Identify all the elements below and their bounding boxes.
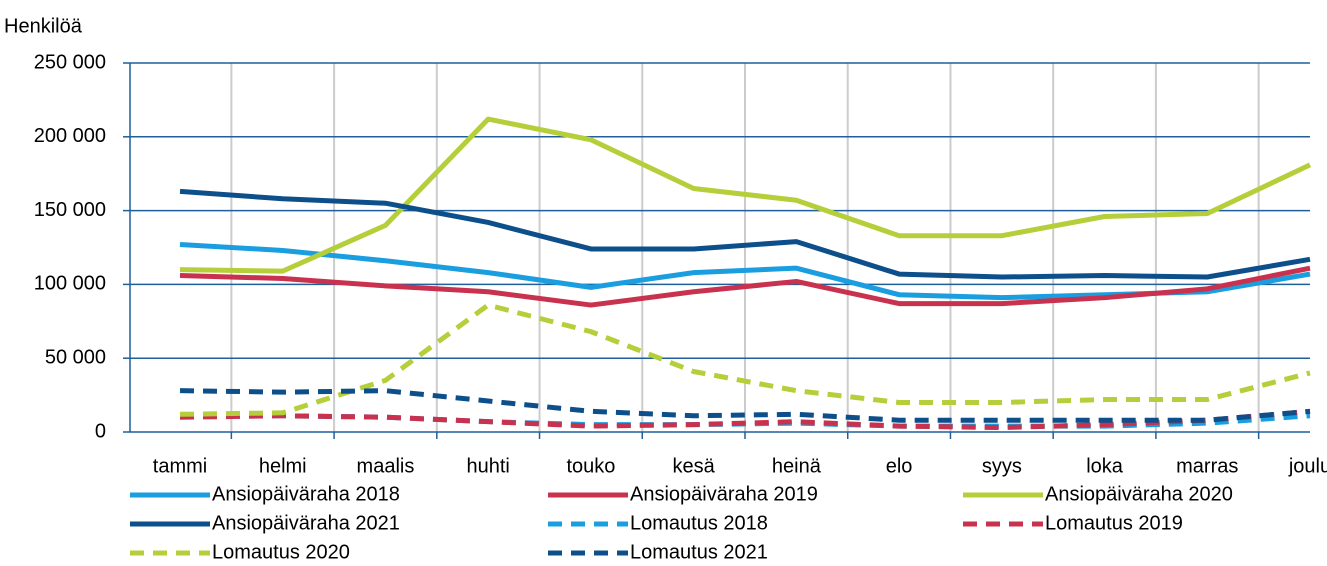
y-tick-label: 250 000 (34, 51, 106, 73)
y-tick-label: 0 (95, 420, 106, 442)
x-tick-label: tammi (153, 455, 207, 477)
series-line (179, 188, 1311, 280)
series-line (179, 116, 1312, 274)
x-tick-label: joulu (1288, 455, 1327, 477)
legend-label: Lomautus 2020 (212, 541, 350, 563)
x-tick-label: huhti (466, 455, 509, 477)
series-line (179, 408, 1311, 431)
x-tick-label: loka (1086, 455, 1124, 477)
x-tick-label: kesä (673, 455, 716, 477)
legend-label: Lomautus 2019 (1045, 512, 1183, 534)
x-tick-label: heinä (772, 455, 822, 477)
y-tick-label: 100 000 (34, 273, 106, 295)
legend-label: Lomautus 2018 (630, 512, 768, 534)
y-axis-label: Henkilöä (4, 15, 83, 37)
legend-label: Lomautus 2021 (630, 541, 768, 563)
legend-label: Ansiopäiväraha 2019 (630, 483, 818, 505)
x-tick-label: syys (982, 455, 1022, 477)
series-line (179, 265, 1311, 308)
legend-label: Ansiopäiväraha 2020 (1045, 483, 1233, 505)
x-tick-label: touko (566, 455, 615, 477)
x-tick-label: elo (886, 455, 913, 477)
series-line (179, 388, 1311, 423)
x-tick-label: helmi (259, 455, 307, 477)
y-tick-label: 150 000 (34, 199, 106, 221)
y-tick-label: 200 000 (34, 125, 106, 147)
y-tick-label: 50 000 (45, 346, 106, 368)
x-tick-label: marras (1176, 455, 1238, 477)
series-line (179, 302, 1311, 417)
legend-label: Ansiopäiväraha 2018 (212, 483, 400, 505)
x-tick-label: maalis (357, 455, 415, 477)
legend-label: Ansiopäiväraha 2021 (212, 512, 400, 534)
